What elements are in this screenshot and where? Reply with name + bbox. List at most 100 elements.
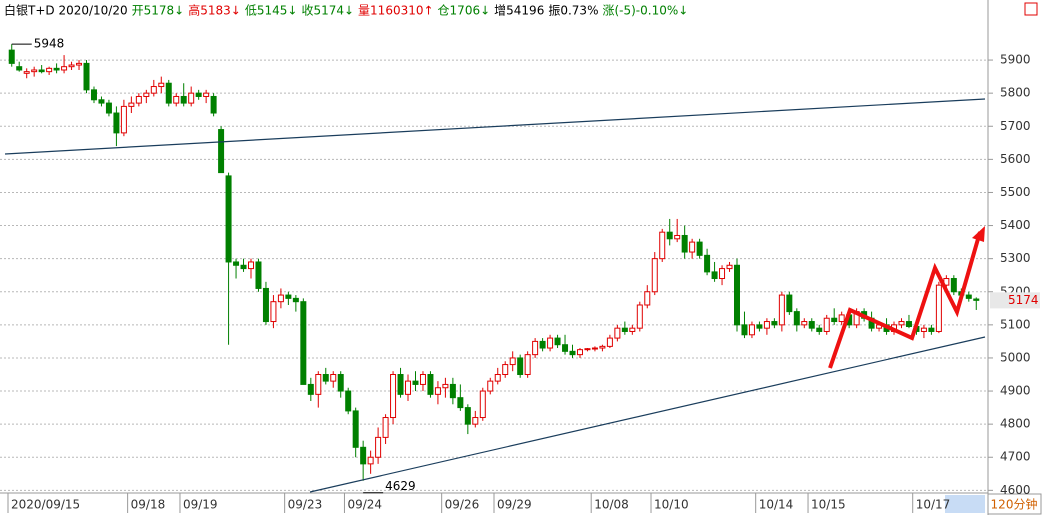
candle-body xyxy=(935,284,942,332)
candle-body xyxy=(808,321,815,329)
drawn-arrow xyxy=(828,231,982,369)
candle-body xyxy=(31,69,38,73)
y-tick-label: 5700 xyxy=(1000,119,1031,133)
candle-body xyxy=(606,337,613,347)
candle-body xyxy=(449,383,456,399)
candle-body xyxy=(629,327,636,332)
candle-body xyxy=(90,89,97,101)
candle-body xyxy=(576,349,583,356)
candle-body xyxy=(38,69,45,73)
candle-body xyxy=(756,324,763,329)
candle-body xyxy=(905,321,912,328)
candle-body xyxy=(517,357,524,376)
candle-body xyxy=(442,383,449,389)
candle-body xyxy=(636,304,643,329)
candle-body xyxy=(487,380,494,392)
candle-body xyxy=(16,66,23,71)
y-tick-label: 5600 xyxy=(1000,152,1031,166)
candle-body xyxy=(584,348,591,351)
period-box[interactable] xyxy=(987,493,1042,515)
candle-body xyxy=(412,380,419,385)
candle-body xyxy=(218,129,225,174)
arrow-head xyxy=(972,226,985,242)
header-item: 高5183↓ xyxy=(188,3,241,18)
x-tick-label: 10/10 xyxy=(654,498,689,512)
candle-body xyxy=(375,436,382,458)
candle-body xyxy=(599,345,606,349)
header-item: 增54196 xyxy=(494,4,544,18)
candle-body xyxy=(644,291,651,306)
candle-body xyxy=(569,350,576,356)
y-tick-label: 5500 xyxy=(1000,185,1031,199)
header-item: 开5178↓ xyxy=(132,4,185,18)
candle-body xyxy=(816,327,823,332)
candle-body xyxy=(46,67,53,73)
candle-body xyxy=(195,92,202,97)
candle-body xyxy=(479,390,486,419)
candle-body xyxy=(345,390,352,412)
last-price-box xyxy=(990,292,1040,309)
candle-body xyxy=(831,317,838,323)
last-price-label: 5174 xyxy=(1008,293,1039,307)
candle-body xyxy=(352,410,359,448)
candle-body xyxy=(532,340,539,356)
candle-body xyxy=(950,278,957,293)
candle-body xyxy=(689,241,696,253)
candle-body xyxy=(547,337,554,349)
candle-body xyxy=(965,294,972,299)
candle-body xyxy=(419,374,426,385)
candle-body xyxy=(53,67,60,71)
header-item: 白银T+D 2020/10/20 xyxy=(4,3,128,18)
candle-body xyxy=(539,340,546,349)
candle-body xyxy=(502,364,509,376)
header-item: 收5174↓ xyxy=(301,4,354,18)
candle-body xyxy=(621,327,628,332)
candle-body xyxy=(614,327,621,339)
x-tick-label: 10/15 xyxy=(811,498,846,512)
header-item: 涨(-5)-0.10%↓ xyxy=(602,3,688,18)
candle-body xyxy=(801,321,808,326)
y-tick-label: 5400 xyxy=(1000,218,1031,232)
candle-body xyxy=(150,86,157,94)
candle-body xyxy=(105,102,112,114)
y-tick-label: 4800 xyxy=(1000,417,1031,431)
candle-body xyxy=(23,71,30,74)
candle-body xyxy=(262,287,269,323)
candle-body xyxy=(719,268,726,280)
candle-body xyxy=(135,95,142,104)
candle-body xyxy=(666,231,673,240)
candle-body xyxy=(61,66,68,71)
candle-body xyxy=(472,417,479,425)
plot-area: 4600470048004900500051005200530054005500… xyxy=(0,37,1040,513)
candle-body xyxy=(748,324,755,336)
candle-body xyxy=(464,407,471,425)
candle-body xyxy=(509,357,516,366)
trend-line xyxy=(309,336,986,493)
candle-body xyxy=(920,327,927,332)
y-tick-label: 4900 xyxy=(1000,384,1031,398)
candle-body xyxy=(307,383,314,395)
header: 白银T+D 2020/10/20 开5178↓ 高5183↓ 低5145↓ 收5174↓… xyxy=(4,3,688,18)
candle-body xyxy=(973,298,980,301)
candle-body xyxy=(928,327,935,332)
candle-body xyxy=(674,234,681,240)
candle-body xyxy=(763,321,770,329)
candle-body xyxy=(793,311,800,326)
x-tick-label: 10/08 xyxy=(594,498,629,512)
candle-body xyxy=(292,297,299,303)
candle-body xyxy=(651,258,658,293)
header-item: 振0.73% xyxy=(548,4,598,18)
candle-body xyxy=(83,62,90,91)
x-tick-label: 10/14 xyxy=(759,498,794,512)
candle-body xyxy=(591,347,598,350)
candle-body xyxy=(734,264,740,326)
candle-body xyxy=(704,254,711,273)
high-marker-label: 5948 xyxy=(34,37,65,51)
candle-body xyxy=(248,261,254,270)
x-tick-label: 09/29 xyxy=(497,498,532,512)
candle-body xyxy=(322,374,329,382)
corner-icon[interactable] xyxy=(1024,2,1038,16)
y-tick-label: 5100 xyxy=(1000,317,1031,331)
scrollbar[interactable] xyxy=(945,495,985,513)
